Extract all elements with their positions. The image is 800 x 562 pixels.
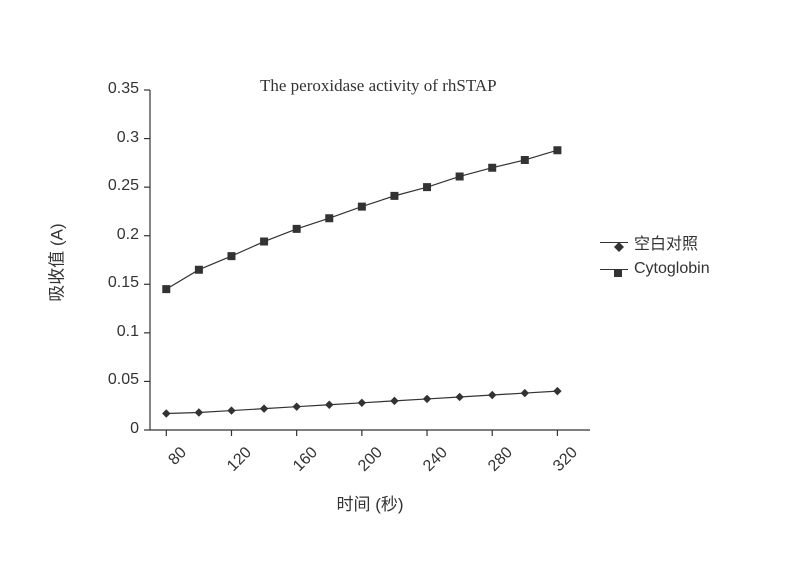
y-tick-label: 0.35 <box>84 80 139 98</box>
y-tick-label: 0.05 <box>84 371 139 389</box>
y-axis-label: 吸收值 (A) <box>43 218 68 308</box>
legend-line-icon <box>600 242 628 243</box>
legend-label: Cytoglobin <box>634 260 710 278</box>
legend: 空白对照 Cytoglobin <box>600 230 710 284</box>
legend-item: Cytoglobin <box>600 260 710 278</box>
y-tick-label: 0.2 <box>84 226 139 244</box>
x-axis-label: 时间 (秒) <box>320 490 420 515</box>
legend-label: 空白对照 <box>634 230 698 254</box>
y-tick-label: 0 <box>84 420 139 438</box>
y-tick-label: 0.25 <box>84 177 139 195</box>
y-tick-label: 0.15 <box>84 274 139 292</box>
legend-item: 空白对照 <box>600 230 710 254</box>
y-tick-label: 0.1 <box>84 323 139 341</box>
chart-title: The peroxidase activity of rhSTAP <box>260 76 497 96</box>
legend-line-icon <box>600 269 628 270</box>
chart-container: The peroxidase activity of rhSTAP 吸收值 (A… <box>0 0 800 562</box>
y-tick-label: 0.3 <box>84 129 139 147</box>
